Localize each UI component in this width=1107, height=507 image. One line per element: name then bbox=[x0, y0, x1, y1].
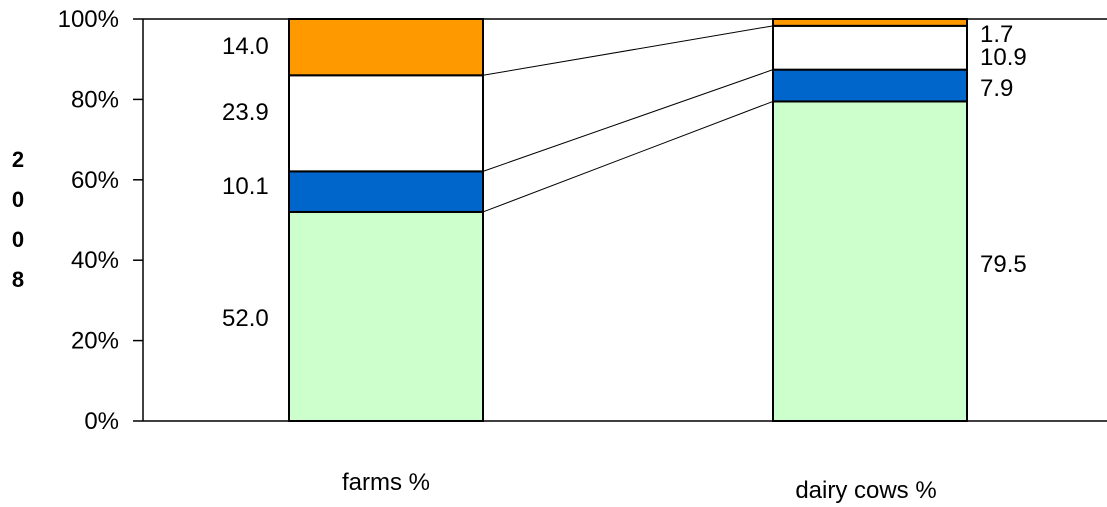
x-category-label: dairy cows % bbox=[795, 477, 936, 504]
y-tick-label: 60% bbox=[71, 167, 119, 194]
data-label: 10.9 bbox=[980, 44, 1027, 71]
y-axis: 0% 20% 40% 60% 80% 100% bbox=[58, 6, 1107, 435]
bar-segment bbox=[772, 68, 968, 103]
y-tick-label: 0% bbox=[84, 408, 119, 435]
y-tick-label: 100% bbox=[58, 6, 119, 33]
bar-segment bbox=[288, 74, 484, 173]
x-category-label: farms % bbox=[342, 469, 430, 496]
category-labels: farms % dairy cows % bbox=[342, 469, 937, 504]
data-label: 79.5 bbox=[980, 251, 1027, 278]
bar-segment bbox=[288, 210, 484, 422]
data-label: 10.1 bbox=[222, 173, 269, 200]
data-label: 23.9 bbox=[222, 99, 269, 126]
series-connector-line bbox=[482, 69, 774, 172]
data-label: 1.7 bbox=[980, 21, 1013, 48]
bars bbox=[288, 18, 968, 422]
y-tick-label: 80% bbox=[71, 86, 119, 113]
bar-segment bbox=[772, 100, 968, 422]
y-tick-label: 20% bbox=[71, 328, 119, 355]
bar-segment bbox=[772, 24, 968, 71]
series-lines bbox=[482, 25, 774, 213]
bar-segment bbox=[288, 18, 484, 77]
y-tick-label: 40% bbox=[71, 247, 119, 274]
series-connector-line bbox=[482, 25, 774, 76]
segment-labels: 52.0 10.1 23.9 14.0 79.5 7.9 10.91.7 bbox=[222, 21, 1027, 332]
bar-segment bbox=[772, 18, 968, 27]
bar-segment bbox=[288, 170, 484, 213]
data-label: 52.0 bbox=[222, 305, 269, 332]
data-label: 7.9 bbox=[980, 75, 1013, 102]
data-label: 14.0 bbox=[222, 33, 269, 60]
series-connector-line bbox=[482, 100, 774, 213]
